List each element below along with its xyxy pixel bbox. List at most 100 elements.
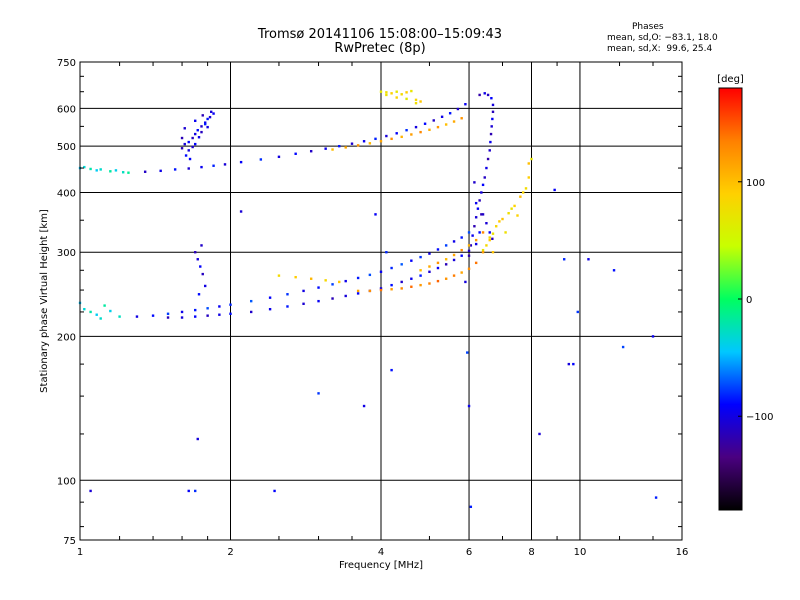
data-point bbox=[444, 263, 448, 266]
data-point bbox=[491, 110, 495, 114]
data-point bbox=[208, 115, 212, 119]
data-point bbox=[212, 112, 215, 115]
data-points bbox=[78, 89, 658, 509]
data-point bbox=[379, 140, 383, 143]
data-point bbox=[183, 142, 186, 146]
data-point bbox=[239, 160, 243, 164]
data-point bbox=[410, 259, 413, 262]
colorbar-tick-label: 0 bbox=[746, 295, 752, 306]
data-point bbox=[368, 289, 372, 293]
data-point bbox=[194, 489, 197, 493]
data-point bbox=[480, 191, 483, 194]
colorbar-tick-label: 100 bbox=[746, 178, 765, 189]
data-point bbox=[268, 296, 272, 299]
data-point bbox=[324, 279, 327, 282]
data-point bbox=[151, 314, 155, 317]
data-point bbox=[501, 217, 504, 221]
data-point bbox=[229, 303, 232, 306]
data-point bbox=[483, 176, 486, 179]
data-point bbox=[203, 122, 207, 126]
data-point bbox=[362, 140, 366, 143]
data-point bbox=[467, 244, 471, 247]
data-point bbox=[478, 231, 481, 234]
y-tick-label: 600 bbox=[57, 104, 76, 115]
data-point bbox=[390, 137, 393, 141]
data-point bbox=[504, 231, 507, 234]
data-point bbox=[419, 283, 422, 287]
data-point bbox=[302, 302, 305, 305]
data-point bbox=[527, 176, 530, 179]
data-point bbox=[486, 157, 490, 161]
data-point bbox=[135, 315, 139, 318]
data-point bbox=[356, 292, 360, 295]
data-point bbox=[273, 489, 276, 493]
data-point bbox=[187, 489, 190, 493]
y-tick-label: 400 bbox=[57, 188, 76, 199]
data-point bbox=[428, 265, 431, 268]
data-point bbox=[385, 251, 388, 254]
data-point bbox=[410, 277, 413, 280]
data-point bbox=[206, 307, 209, 310]
data-point bbox=[400, 263, 403, 266]
data-point bbox=[374, 213, 377, 216]
data-point bbox=[400, 280, 403, 284]
phase-stats-o-mode: mean, sd,O: −83.1, 18.0 bbox=[607, 33, 718, 43]
data-point bbox=[99, 168, 102, 171]
data-point bbox=[390, 283, 393, 287]
data-point bbox=[118, 315, 121, 318]
data-point bbox=[490, 125, 493, 128]
data-point bbox=[390, 368, 393, 372]
chart-title-line2: RwPretec (8p) bbox=[334, 41, 426, 56]
data-point bbox=[612, 269, 616, 272]
data-point bbox=[400, 93, 403, 96]
data-point bbox=[212, 164, 215, 167]
data-point bbox=[200, 165, 203, 169]
data-point bbox=[317, 299, 320, 303]
data-point bbox=[481, 231, 485, 234]
data-point bbox=[194, 315, 197, 318]
data-point bbox=[191, 145, 194, 149]
data-point bbox=[379, 90, 383, 93]
y-tick-label: 100 bbox=[57, 476, 76, 487]
axis-ticks: 1 2 4 6 8 10 16 75 100 200 300 400 500 600 750 bbox=[57, 58, 688, 558]
phase-stats-title: Phases bbox=[632, 22, 664, 32]
data-point bbox=[467, 267, 471, 270]
data-point bbox=[474, 216, 478, 219]
data-point bbox=[143, 170, 147, 173]
data-point bbox=[405, 128, 408, 132]
data-point bbox=[400, 135, 403, 139]
data-point bbox=[481, 213, 485, 216]
data-point bbox=[414, 125, 418, 129]
data-point bbox=[654, 496, 658, 499]
data-point bbox=[567, 362, 571, 366]
chart-title-line1: Tromsø 20141106 15:08:00–15:09:43 bbox=[257, 27, 503, 42]
data-point bbox=[474, 261, 478, 265]
data-point bbox=[527, 162, 530, 165]
colorbar-tick-label: −100 bbox=[746, 412, 773, 423]
data-point bbox=[562, 258, 566, 261]
data-point bbox=[197, 136, 201, 139]
data-point bbox=[180, 310, 184, 314]
data-point bbox=[481, 251, 485, 254]
data-point bbox=[194, 308, 197, 312]
data-point bbox=[385, 91, 388, 94]
data-point bbox=[488, 238, 491, 242]
data-point bbox=[268, 307, 272, 311]
data-point bbox=[452, 258, 456, 262]
data-point bbox=[188, 157, 192, 161]
data-point bbox=[460, 271, 463, 274]
data-point bbox=[183, 127, 186, 130]
data-point bbox=[187, 149, 190, 152]
data-point bbox=[522, 191, 525, 194]
data-point bbox=[491, 103, 495, 107]
data-point bbox=[210, 110, 213, 114]
data-point bbox=[173, 168, 177, 171]
data-point bbox=[436, 279, 440, 283]
data-point bbox=[452, 253, 456, 257]
data-point bbox=[187, 167, 190, 170]
y-tick-label: 300 bbox=[57, 248, 76, 259]
data-point bbox=[651, 335, 655, 338]
data-point bbox=[452, 240, 456, 243]
x-tick-label: 6 bbox=[466, 547, 472, 558]
data-point bbox=[277, 155, 281, 159]
